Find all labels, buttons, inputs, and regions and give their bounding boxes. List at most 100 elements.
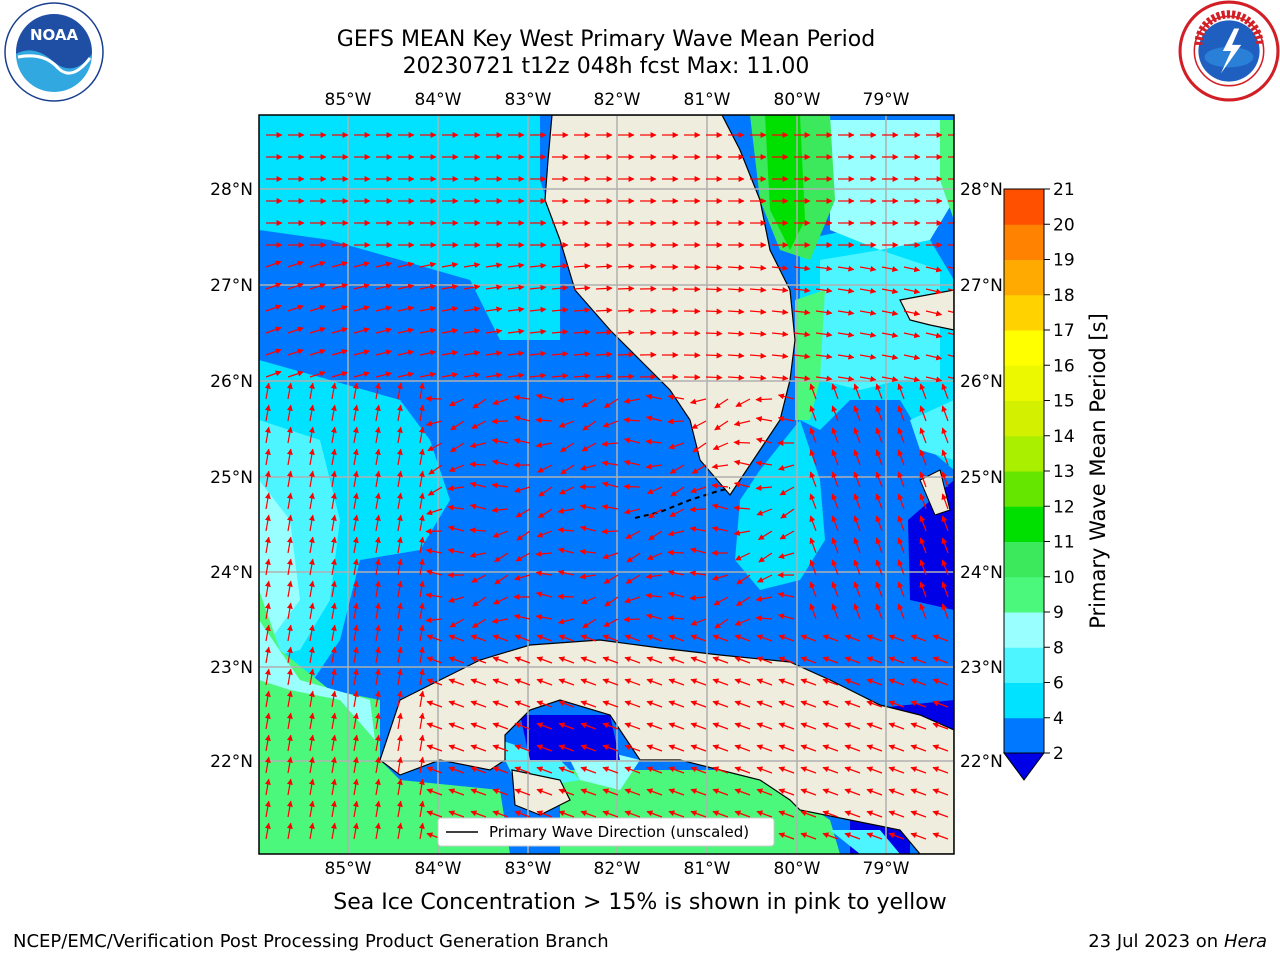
colorbar: 2 4 6 8 9 10 11 12 13 14 15 16 17 18 19 20 21 Primary Wa… (1003, 180, 1110, 781)
wave-direction-arrow (646, 678, 663, 686)
wave-direction-arrow (494, 574, 509, 585)
wave-direction-arrow (308, 624, 315, 642)
wave-direction-arrow (396, 602, 403, 620)
wave-direction-arrow (264, 558, 271, 576)
wave-direction-arrow (485, 350, 503, 357)
wave-direction-arrow (352, 470, 359, 488)
wave-direction-arrow (667, 569, 685, 576)
wave-direction-arrow (560, 464, 575, 475)
lat-label: 23°N (960, 658, 1003, 678)
wave-direction-arrow (941, 405, 949, 422)
wave-direction-arrow (447, 504, 465, 511)
wave-direction-arrow (485, 284, 503, 291)
colorbar-tick-label: 20 (1053, 215, 1075, 235)
wave-direction-arrow (779, 530, 795, 540)
wave-direction-arrow (419, 349, 437, 356)
wave-direction-arrow (396, 382, 403, 400)
wave-direction-arrow (602, 420, 619, 428)
wave-direction-arrow (756, 700, 773, 708)
wave-direction-arrow (623, 459, 641, 466)
wave-direction-arrow (897, 471, 905, 488)
wave-direction-arrow (582, 618, 597, 629)
lon-label: 80°W (774, 90, 821, 110)
wave-direction-arrow (286, 404, 293, 422)
wave-direction-arrow (645, 438, 663, 445)
wave-direction-arrow (515, 508, 531, 518)
wave-direction-arrow (749, 352, 767, 359)
wave-direction-arrow (604, 596, 619, 607)
wave-direction-arrow (352, 404, 359, 422)
lon-label: 83°W (505, 859, 552, 879)
wave-direction-arrow (469, 552, 487, 558)
wave-direction-arrow (551, 373, 569, 379)
wave-direction-arrow (941, 603, 949, 620)
wave-direction-arrow (866, 788, 883, 796)
wave-direction-arrow (264, 580, 271, 598)
wave-direction-arrow (557, 527, 575, 534)
wave-direction-arrow (264, 778, 271, 796)
wave-direction-arrow (374, 756, 381, 774)
wave-direction-arrow (712, 766, 729, 774)
wave-direction-arrow (580, 766, 597, 774)
wave-direction-arrow (888, 700, 905, 708)
wave-direction-arrow (755, 460, 773, 467)
wave-direction-arrow (308, 426, 315, 444)
wave-direction-arrow (425, 617, 443, 624)
wave-direction-arrow (727, 352, 745, 359)
wave-direction-arrow (264, 822, 271, 840)
wave-direction-arrow (330, 514, 337, 532)
wave-direction-arrow (537, 508, 553, 519)
lon-label: 84°W (415, 859, 462, 879)
wave-direction-arrow (471, 420, 487, 429)
wave-direction-arrow (778, 722, 795, 730)
wave-direction-arrow (815, 309, 833, 316)
wave-direction-arrow (831, 493, 839, 510)
wave-direction-arrow (308, 778, 315, 796)
wave-direction-arrow (536, 530, 553, 538)
wave-direction-arrow (595, 307, 613, 314)
wave-direction-arrow (800, 810, 817, 818)
wave-direction-arrow (947, 332, 954, 336)
wave-direction-arrow (557, 593, 575, 600)
wave-direction-arrow (780, 508, 795, 519)
wave-direction-arrow (888, 810, 905, 818)
wave-direction-arrow (757, 530, 773, 541)
wave-direction-arrow (558, 722, 575, 730)
wave-direction-arrow (844, 678, 861, 686)
colorbar-segment (1004, 294, 1044, 331)
wave-direction-arrow (352, 778, 359, 796)
wave-direction-arrow (624, 722, 641, 730)
wave-direction-arrow (557, 569, 575, 576)
wave-direction-arrow (617, 307, 635, 314)
wave-direction-arrow (689, 506, 707, 513)
wave-direction-arrow (418, 426, 425, 444)
wave-direction-arrow (624, 766, 641, 774)
wave-direction-arrow (777, 591, 795, 598)
wave-direction-arrow (844, 788, 861, 796)
wave-direction-arrow (714, 618, 729, 629)
colorbar-segment (1004, 224, 1044, 260)
wave-direction-arrow (853, 427, 861, 444)
wave-direction-arrow (309, 348, 326, 356)
wave-direction-arrow (397, 261, 415, 268)
wave-direction-arrow (448, 788, 465, 796)
wave-direction-arrow (374, 470, 381, 488)
wave-direction-arrow (881, 288, 899, 294)
wave-direction-arrow (353, 349, 370, 356)
wave-direction-arrow (646, 788, 663, 796)
wave-direction-arrow (264, 404, 271, 422)
wave-direction-arrow (264, 382, 271, 400)
wave-direction-arrow (646, 700, 663, 708)
wave-direction-arrow (733, 529, 751, 536)
wave-direction-arrow (557, 547, 575, 554)
wave-direction-arrow (308, 580, 315, 598)
wave-direction-arrow (374, 778, 381, 796)
colorbar-tick-label: 11 (1053, 533, 1075, 553)
wave-direction-arrow (418, 712, 425, 730)
wave-direction-arrow (646, 766, 663, 774)
wave-direction-arrow (265, 370, 282, 378)
footer-credit: NCEP/EMC/Verification Post Processing Pr… (13, 931, 609, 952)
map-frame (258, 114, 955, 855)
wave-direction-arrow (535, 614, 553, 621)
